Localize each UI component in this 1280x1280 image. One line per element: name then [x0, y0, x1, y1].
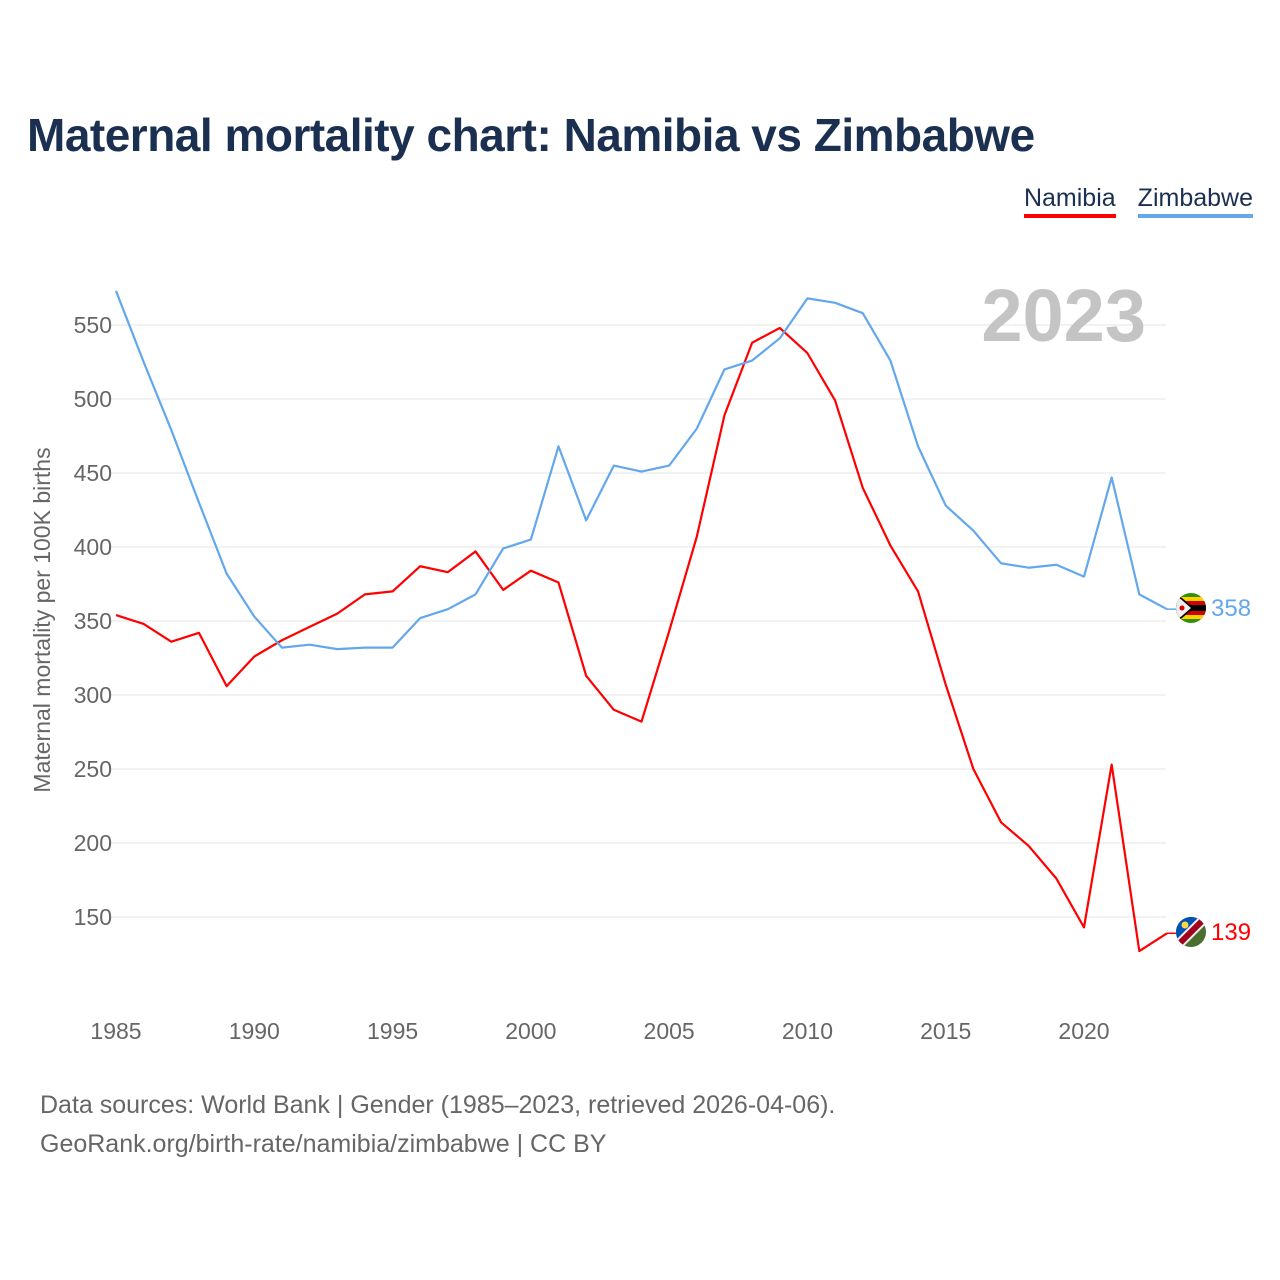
legend-namibia[interactable]: Namibia [1023, 184, 1116, 218]
y-tick-label: 550 [74, 312, 112, 338]
x-tick-label: 1995 [367, 1018, 418, 1044]
x-tick-label: 2005 [644, 1018, 695, 1044]
y-tick-label: 250 [74, 756, 112, 782]
year-watermark: 2023 [981, 274, 1146, 357]
y-axis-label: Maternal mortality per 100K births [29, 447, 55, 792]
x-tick-label: 2020 [1058, 1018, 1109, 1044]
attribution-link[interactable]: GeoRank.org/birth-rate/namibia/zimbabwe … [40, 1130, 607, 1158]
chart-title: Maternal mortality chart: Namibia vs Zim… [27, 109, 1035, 161]
legend-zimbabwe[interactable]: Zimbabwe [1137, 184, 1253, 218]
x-tick-label: 2010 [782, 1018, 833, 1044]
footer: Data sources: World Bank | Gender (1985–… [40, 1086, 835, 1164]
y-tick-label: 350 [74, 608, 112, 634]
zimbabwe-end-value: 358 [1211, 595, 1251, 622]
x-tick-label: 2015 [920, 1018, 971, 1044]
namibia-flag-icon [1176, 917, 1206, 947]
y-tick-label: 500 [74, 386, 112, 412]
y-tick-label: 300 [74, 682, 112, 708]
y-tick-label: 150 [74, 904, 112, 930]
x-tick-label: 1990 [229, 1018, 280, 1044]
legend: Namibia Zimbabwe [1023, 184, 1253, 218]
zimbabwe-flag-icon [1176, 593, 1206, 623]
y-tick-label: 450 [74, 460, 112, 486]
namibia-end-value: 139 [1211, 919, 1251, 946]
data-sources: Data sources: World Bank | Gender (1985–… [40, 1091, 836, 1119]
y-tick-label: 400 [74, 534, 112, 560]
y-tick-label: 200 [74, 830, 112, 856]
x-tick-label: 1985 [90, 1018, 141, 1044]
x-tick-label: 2000 [505, 1018, 556, 1044]
